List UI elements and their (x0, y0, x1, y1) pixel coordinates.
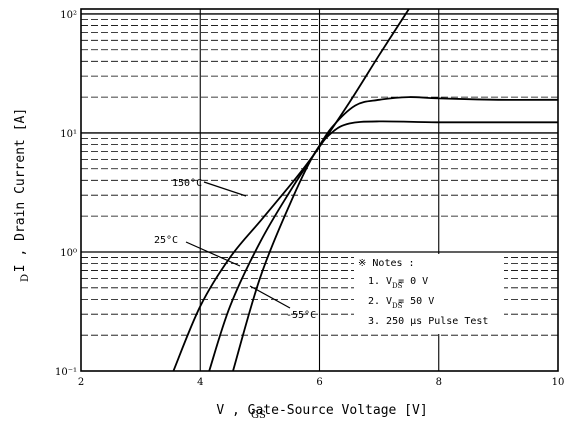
series-line-2 (232, 120, 558, 371)
y-axis-label-subscript: D (20, 274, 31, 282)
notes-item-3: 3. 250 μs Pulse Test (368, 316, 488, 327)
series-line-1 (208, 96, 558, 371)
grid-lines (81, 9, 558, 371)
x-tick-label-4: 10 (552, 377, 565, 388)
y-tick-label-1: 10⁰ (60, 248, 77, 259)
x-axis-label: V , Gate-Source Voltage [V] (216, 403, 427, 418)
notes-item-1: 1. V = 0 V (368, 276, 428, 287)
y-axis-label: I , Drain Current [A] (13, 108, 28, 272)
x-axis-label-subscript: GS (251, 410, 266, 421)
y-tick-label-3: 10² (60, 10, 77, 21)
y-tick-label-0: 10⁻¹ (55, 367, 77, 378)
x-tick-label-0: 2 (78, 377, 84, 388)
annotation-25c-leader (185, 241, 241, 267)
annotation-150c-leader (203, 181, 247, 197)
annotation-25c: 25°C (154, 235, 178, 246)
x-tick-label-3: 8 (436, 377, 442, 388)
notes-item-1-subscript: DS (392, 282, 403, 290)
annotation-150c: 150°C (172, 178, 202, 189)
x-tick-label-2: 6 (316, 377, 322, 388)
tick-labels: 2 4 6 8 10 10⁻¹ 10⁰ 10¹ 10² (55, 10, 564, 388)
notes-block: ※ Notes : 1. V = 0 V DS 2. V = 50 V DS 3… (354, 254, 504, 334)
annotation-minus55c-leader (249, 285, 291, 309)
plot-area-frame (80, 8, 559, 372)
notes-title: ※ Notes : (358, 258, 415, 269)
x-tick-label-1: 4 (197, 377, 203, 388)
series-layer (172, 9, 558, 371)
notes-background (354, 254, 504, 334)
notes-item-2: 2. V = 50 V (368, 296, 434, 307)
y-tick-label-2: 10¹ (60, 129, 77, 140)
series-line-0 (172, 9, 410, 371)
annotation-minus55c: -55°C (286, 310, 316, 321)
x-axis-title: V , Gate-Source Voltage [V] GS (216, 403, 427, 421)
notes-item-2-subscript: DS (392, 302, 403, 310)
series-annotations: 150°C 25°C -55°C (154, 178, 316, 321)
y-axis-title: I , Drain Current [A] D (13, 108, 31, 282)
